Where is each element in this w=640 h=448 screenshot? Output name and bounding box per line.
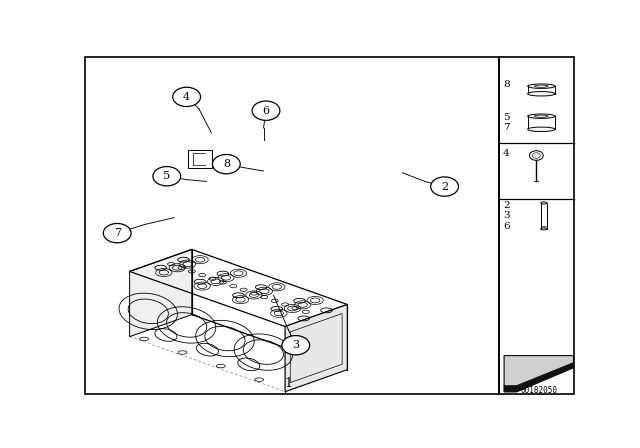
Text: 7: 7	[503, 123, 509, 132]
Polygon shape	[504, 356, 573, 392]
Text: 6: 6	[262, 106, 269, 116]
Text: 6: 6	[503, 222, 509, 231]
Text: 4: 4	[503, 149, 509, 158]
Text: 5: 5	[163, 171, 170, 181]
Circle shape	[282, 336, 310, 355]
Text: 8: 8	[503, 80, 509, 89]
Text: 2: 2	[441, 181, 448, 192]
Circle shape	[431, 177, 458, 196]
Circle shape	[103, 224, 131, 243]
FancyBboxPatch shape	[193, 153, 205, 165]
Text: 4: 4	[183, 92, 190, 102]
Polygon shape	[285, 305, 348, 392]
Circle shape	[252, 101, 280, 121]
Ellipse shape	[527, 84, 555, 88]
Text: 8: 8	[223, 159, 230, 169]
Text: 00182050: 00182050	[520, 386, 557, 395]
FancyBboxPatch shape	[188, 150, 212, 168]
Ellipse shape	[527, 127, 555, 132]
Text: 3: 3	[503, 211, 509, 220]
Text: 3: 3	[292, 340, 300, 350]
Bar	[85, 57, 499, 393]
Polygon shape	[129, 250, 192, 336]
Text: 5: 5	[503, 113, 509, 122]
Ellipse shape	[527, 114, 555, 118]
Bar	[499, 57, 573, 393]
Circle shape	[529, 151, 543, 160]
Text: 1: 1	[284, 377, 292, 390]
Text: 2: 2	[503, 201, 509, 210]
Circle shape	[212, 155, 240, 174]
Text: 7: 7	[114, 228, 121, 238]
Circle shape	[153, 167, 180, 186]
Polygon shape	[504, 362, 573, 392]
Ellipse shape	[527, 91, 555, 96]
Circle shape	[173, 87, 200, 107]
